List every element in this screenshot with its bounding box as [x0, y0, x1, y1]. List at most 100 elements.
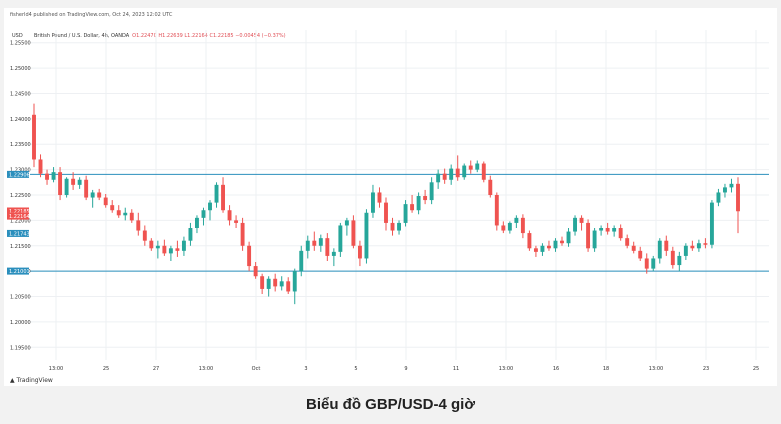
candle-body — [312, 240, 317, 246]
candle — [579, 215, 584, 231]
candle-body — [253, 266, 258, 277]
candle — [586, 219, 591, 252]
price-label: 1.22164 — [9, 214, 30, 220]
candle — [566, 228, 571, 247]
candle-body — [260, 276, 265, 289]
candle — [442, 168, 447, 184]
candle — [638, 246, 643, 261]
published-info: fisherld4 published on TradingView.com, … — [10, 12, 173, 18]
candle-body — [449, 168, 454, 180]
candle-body — [403, 204, 408, 223]
candle-body — [683, 245, 688, 256]
candle-body — [703, 243, 708, 245]
x-tick-label: 13:00 — [49, 366, 63, 372]
candle-body — [38, 159, 43, 174]
candle — [651, 255, 656, 272]
candle-body — [416, 196, 421, 211]
candle-body — [423, 196, 428, 201]
candle — [592, 228, 597, 252]
candle-body — [188, 228, 193, 241]
candle — [331, 248, 336, 267]
candle-body — [625, 238, 630, 246]
candle — [501, 221, 506, 234]
candle-body — [234, 220, 239, 223]
candle-body — [455, 168, 460, 178]
candle-body — [690, 245, 695, 249]
candle-body — [64, 178, 69, 195]
candle-body — [45, 173, 49, 180]
y-tick-label: 1.21500 — [10, 244, 31, 250]
candle-body — [442, 173, 447, 180]
candle — [449, 164, 454, 185]
candle-body — [494, 195, 499, 226]
candle — [540, 243, 545, 256]
candle-body — [592, 230, 597, 249]
price-label-bg — [7, 212, 29, 220]
candle-body — [599, 228, 604, 231]
y-axis: 1.25500 1.25000 1.24500 1.24000 1.23500 1.230… — [10, 41, 31, 352]
candle — [97, 188, 102, 201]
candle-body — [716, 192, 721, 203]
tradingview-logo[interactable]: ▲ TradingView — [10, 377, 53, 384]
ohlc-readout: O1.22470 H1.22639 L1.22164 C1.22185 −0.0… — [132, 33, 286, 39]
candles — [32, 103, 740, 305]
candle — [175, 240, 180, 257]
candle — [683, 243, 688, 260]
candle — [260, 273, 265, 294]
candle — [318, 234, 323, 252]
candle — [488, 175, 493, 198]
candle — [455, 155, 460, 181]
candle-body — [136, 220, 141, 231]
candle-body — [547, 245, 551, 249]
candle — [533, 245, 538, 257]
candle — [149, 238, 154, 251]
candle — [351, 215, 356, 249]
price-label-bg — [7, 229, 29, 237]
candle — [123, 207, 128, 221]
candle — [58, 167, 63, 201]
x-axis: 13:00 25 27 13:00 Oct 3 5 9 11 13:00 16 18 13:00 23 25 — [49, 366, 759, 372]
candle — [32, 103, 36, 168]
candle — [625, 234, 630, 249]
price-label: 1.22185 — [9, 209, 30, 215]
candle — [709, 200, 714, 249]
candle — [703, 238, 708, 249]
candle-body — [162, 245, 167, 254]
candle-body — [520, 217, 525, 234]
candle-body — [631, 245, 636, 251]
candle-body — [51, 172, 56, 180]
candle — [325, 233, 330, 261]
candle-body — [364, 212, 369, 259]
horizontal-lines — [30, 173, 769, 272]
candle — [129, 209, 134, 223]
candle-body — [729, 183, 734, 188]
candle — [305, 235, 310, 259]
candle — [520, 214, 525, 239]
candle-body — [553, 240, 558, 249]
candle — [292, 268, 297, 305]
candle-body — [90, 192, 95, 198]
candle — [631, 241, 636, 254]
candle — [201, 207, 206, 226]
candle — [110, 200, 115, 213]
candle — [208, 200, 212, 221]
candle — [494, 192, 499, 231]
x-tick-label: 18 — [603, 366, 609, 372]
candle-body — [292, 271, 297, 292]
y-tick-label: 1.22500 — [10, 193, 31, 199]
candle-body — [149, 240, 154, 249]
candle — [390, 217, 395, 236]
x-tick-label: 13:00 — [649, 366, 663, 372]
candle-body — [221, 184, 225, 211]
candle — [64, 177, 69, 198]
candle — [664, 235, 669, 256]
candle — [90, 189, 95, 208]
candle — [377, 187, 382, 208]
candle-body — [664, 240, 669, 251]
candle-body — [58, 172, 63, 195]
candle-body — [736, 183, 740, 212]
price-label: 1.21743 — [9, 231, 30, 237]
candle — [527, 230, 532, 251]
candlestick-chart[interactable]: 1.25500 1.25000 1.24500 1.24000 1.23500 1.230… — [4, 8, 777, 374]
candle — [644, 253, 649, 274]
